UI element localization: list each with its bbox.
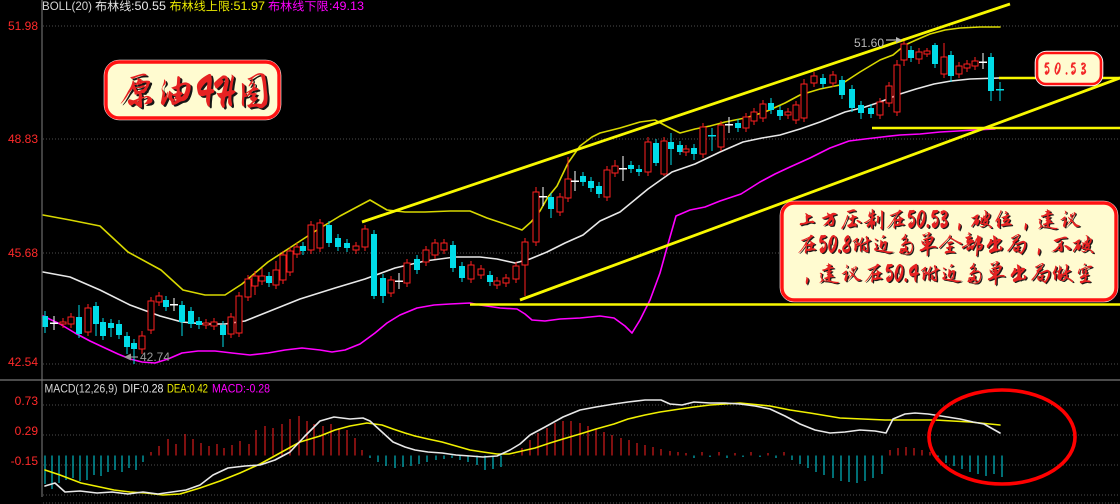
svg-text:DEA:0.42: DEA:0.42 <box>167 382 208 396</box>
svg-text:MACD(12,26,9): MACD(12,26,9) <box>45 382 118 396</box>
svg-text:-0.15: -0.15 <box>11 454 39 468</box>
svg-text:DIF:0.28: DIF:0.28 <box>123 382 164 396</box>
svg-text:BOLL(20): BOLL(20) <box>42 0 92 13</box>
svg-text:45.68: 45.68 <box>8 246 38 260</box>
svg-text:48.83: 48.83 <box>8 132 38 146</box>
svg-text:0.73: 0.73 <box>15 394 39 408</box>
svg-text::49.13: :49.13 <box>329 0 364 13</box>
svg-text:MACD:-0.28: MACD:-0.28 <box>212 382 270 396</box>
svg-text:42.74: 42.74 <box>140 350 170 364</box>
svg-text::50.55: :50.55 <box>131 0 166 13</box>
svg-text:42.54: 42.54 <box>8 355 38 369</box>
svg-text:0.29: 0.29 <box>15 424 39 438</box>
svg-text:51.98: 51.98 <box>8 19 38 33</box>
svg-text:51.60: 51.60 <box>854 36 884 50</box>
svg-text::51.97: :51.97 <box>230 0 265 13</box>
